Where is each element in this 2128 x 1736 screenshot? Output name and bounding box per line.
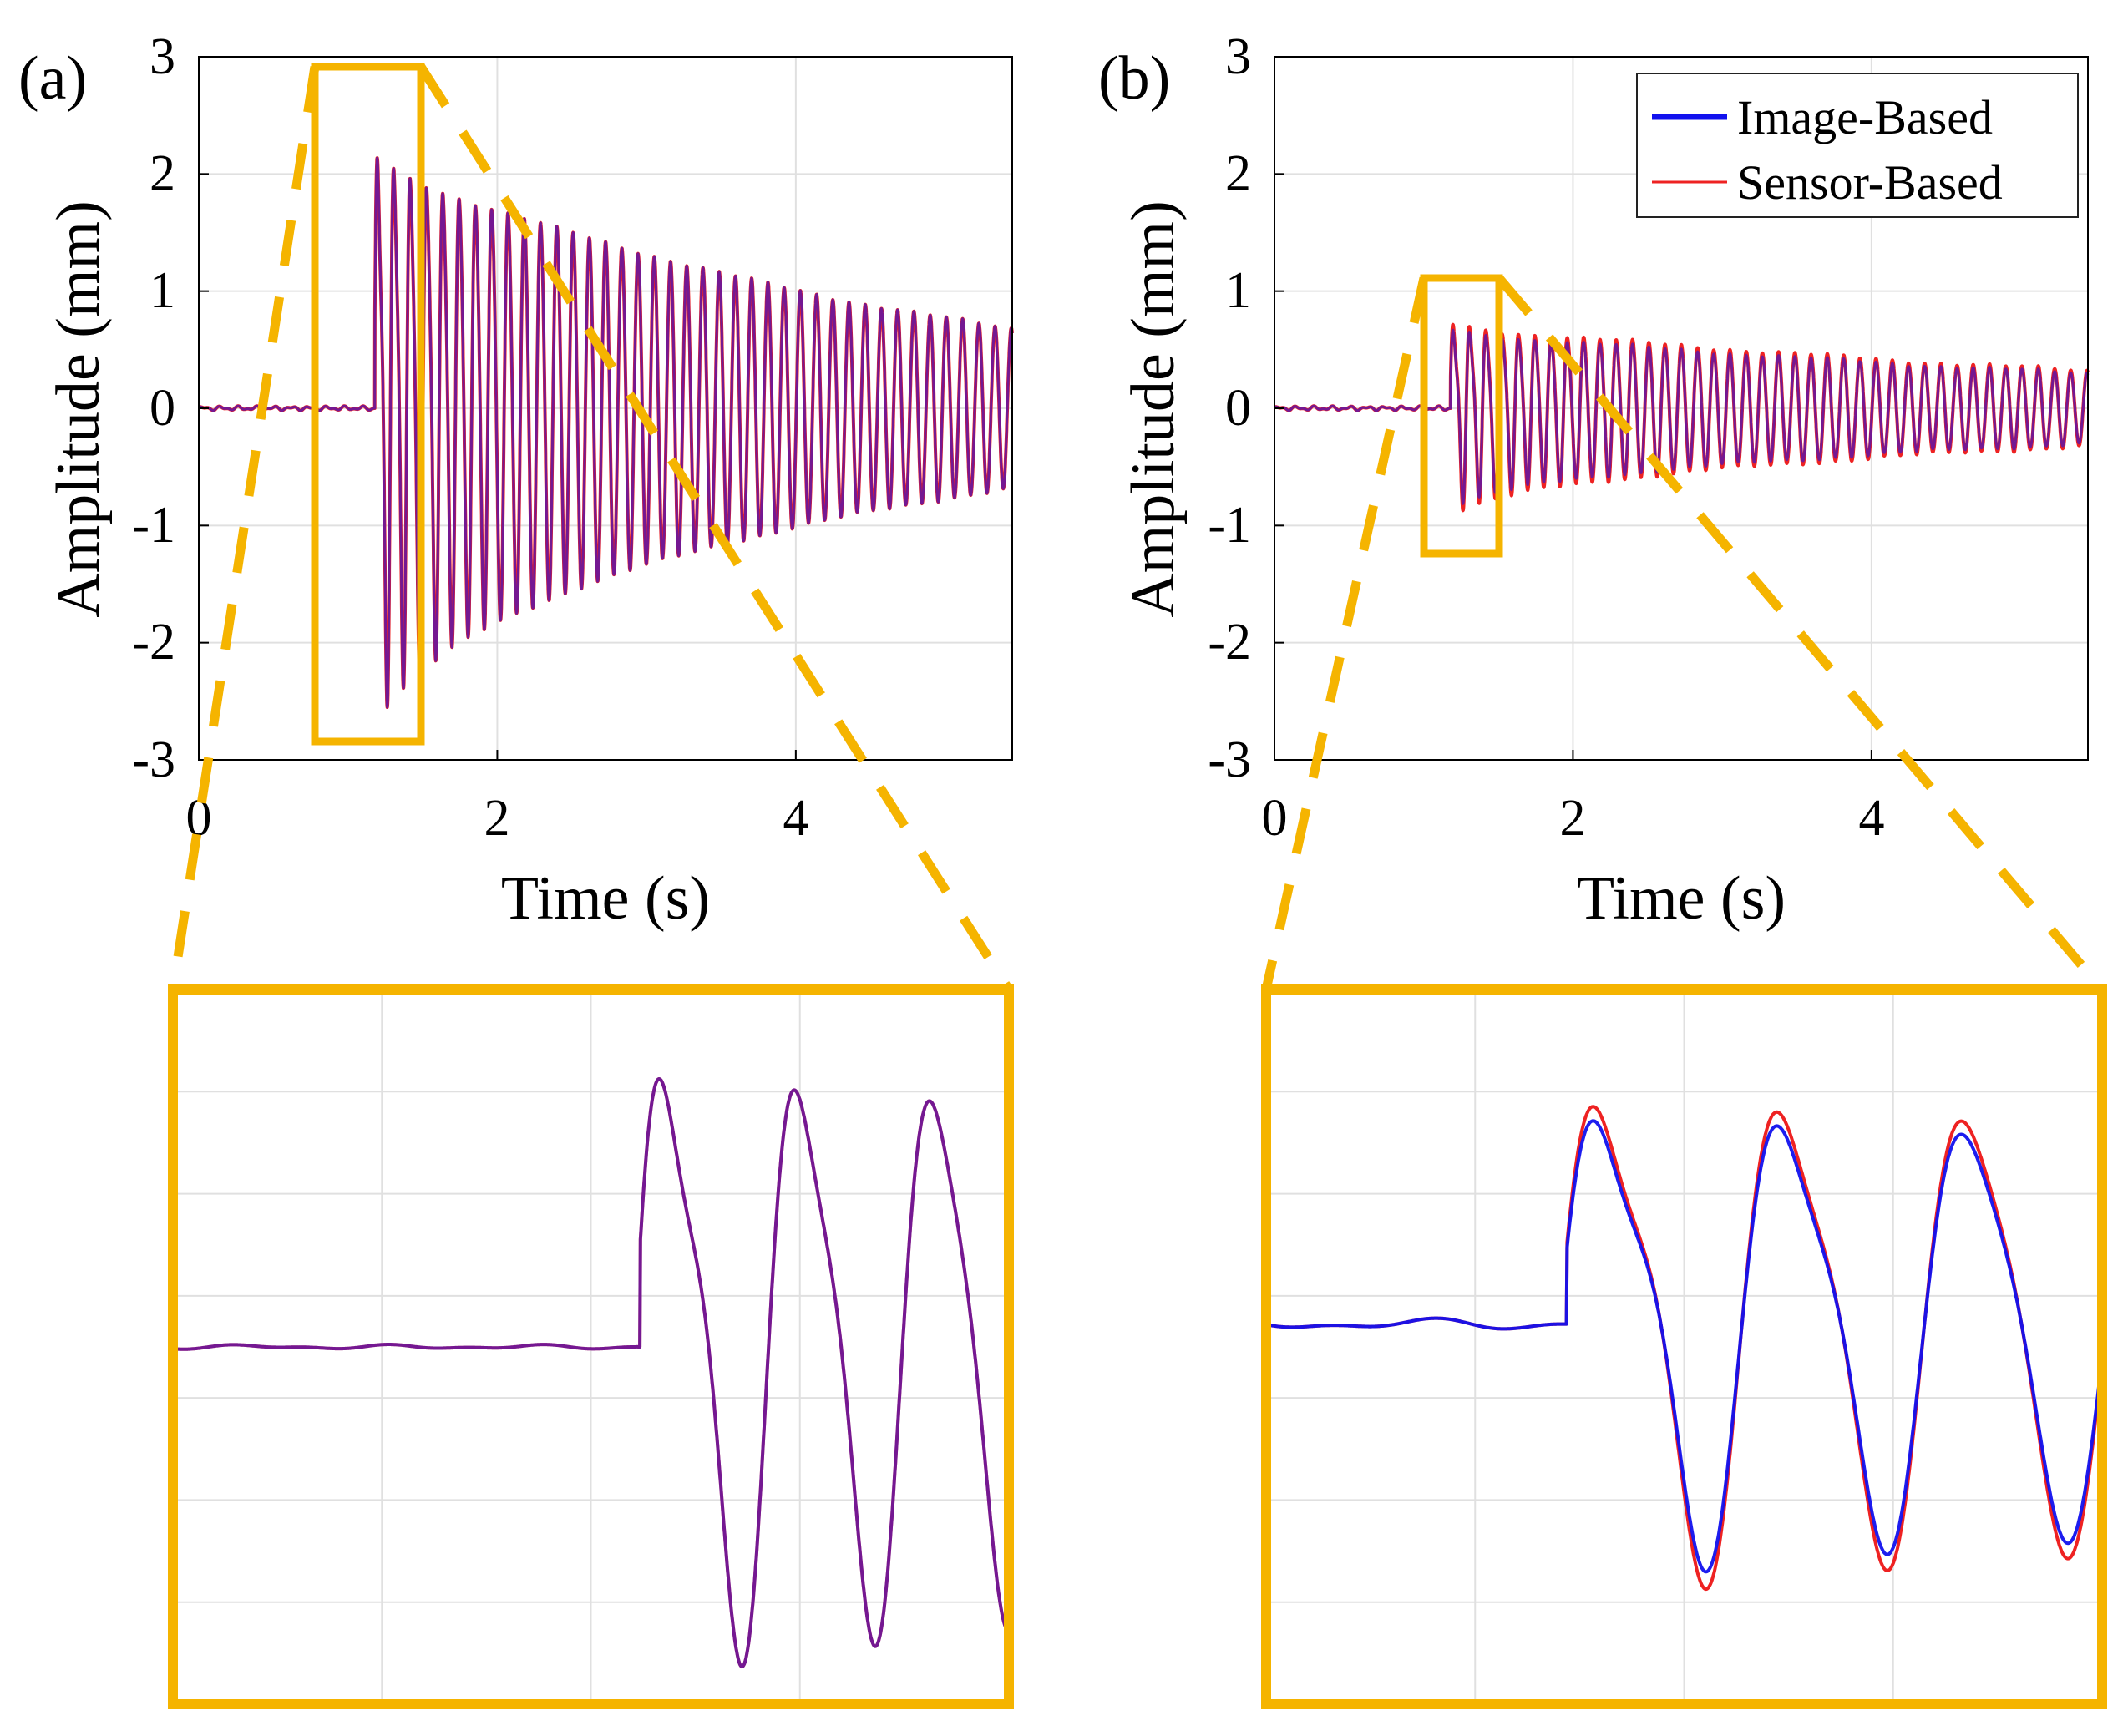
panel-b-ytick-label: 2 bbox=[1225, 145, 1251, 202]
panel-a-xtick-label: 2 bbox=[484, 790, 510, 847]
series-line-image-based bbox=[197, 156, 1014, 709]
panel-b-inset-frame bbox=[1261, 984, 2107, 1709]
panel-b-ytick-label: 3 bbox=[1225, 28, 1251, 85]
panel-a-ytick-labels: 3 2 1 0 -1 -2 -3 bbox=[132, 28, 175, 788]
panel-a-zoom-connector-right bbox=[417, 64, 1013, 992]
series-line-image-based bbox=[1273, 328, 2090, 505]
panel-b-ticks bbox=[1274, 56, 1872, 761]
panel-b-zoom-connector-right bbox=[1495, 275, 2106, 993]
series-line-sensor-based bbox=[197, 156, 1014, 709]
panel-b-inset-series bbox=[1264, 1105, 2104, 1592]
legend-box bbox=[1636, 73, 2079, 218]
panel-b-zoom-window bbox=[1420, 274, 1503, 558]
panel-b-xtick-label: 4 bbox=[1859, 790, 1885, 847]
panel-b: (b) 3 2 1 0 -1 -2 -3 0 2 4 Time (s) Ampl… bbox=[1098, 28, 2107, 1709]
panel-a-inset-series bbox=[171, 1077, 1011, 1669]
panel-b-inset-grid bbox=[1266, 989, 2102, 1704]
panel-a-ytick-label: 3 bbox=[149, 28, 175, 85]
panel-b-ylabel: Amplitude (mm) bbox=[1119, 200, 1188, 617]
panel-b-ytick-label: -1 bbox=[1208, 497, 1251, 554]
panel-b-ytick-labels: 3 2 1 0 -1 -2 -3 bbox=[1208, 28, 1251, 788]
panel-a-zoom-window bbox=[311, 63, 425, 746]
panel-b-xtick-label: 0 bbox=[1262, 790, 1288, 847]
panel-b-ytick-label: 0 bbox=[1225, 380, 1251, 437]
panel-a-label: (a) bbox=[18, 44, 87, 113]
panel-a-xtick-label: 4 bbox=[783, 790, 809, 847]
panel-b-ytick-label: 1 bbox=[1225, 262, 1251, 319]
panel-b-zoom-connector-left bbox=[1261, 276, 1429, 991]
panel-b-xtick-labels: 0 2 4 bbox=[1262, 790, 1885, 847]
panel-a-ytick-label: -2 bbox=[132, 614, 175, 671]
panel-a-ytick-label: 0 bbox=[149, 380, 175, 437]
panel-b-xlabel: Time (s) bbox=[1577, 864, 1786, 933]
inset-line-image-based bbox=[171, 1077, 1011, 1669]
panel-a-series bbox=[197, 156, 1014, 709]
legend-label-image-based: Image-Based bbox=[1737, 90, 1993, 144]
panel-b-series bbox=[1273, 322, 2090, 513]
panel-a-ylabel: Amplitude (mm) bbox=[44, 200, 113, 617]
panel-b-ytick-label: -2 bbox=[1208, 614, 1251, 671]
panel-b-xtick-label: 2 bbox=[1560, 790, 1586, 847]
panel-a-ytick-label: 2 bbox=[149, 145, 175, 202]
panel-a-ytick-label: -1 bbox=[132, 497, 175, 554]
panel-a-xlabel: Time (s) bbox=[501, 864, 710, 933]
legend-label-sensor-based: Sensor-Based bbox=[1737, 155, 2003, 210]
panel-b-ytick-label: -3 bbox=[1208, 731, 1251, 788]
panel-a-ticks bbox=[198, 56, 797, 761]
panel-a-ytick-label: -3 bbox=[132, 731, 175, 788]
inset-line-image-based bbox=[1264, 1119, 2104, 1574]
panel-a-inset-grid bbox=[173, 989, 1009, 1704]
panel-b-label: (b) bbox=[1098, 44, 1170, 113]
panel-a: (a) 3 2 1 0 -1 -2 -3 0 2 4 Time (s) Ampl… bbox=[18, 28, 1014, 1709]
panel-a-zoom-connector-left bbox=[168, 66, 320, 990]
panel-b-legend: Image-Based Sensor-Based bbox=[1636, 73, 2079, 218]
panel-a-inset-frame bbox=[168, 984, 1014, 1709]
panel-a-xtick-labels: 0 2 4 bbox=[186, 790, 809, 847]
panel-a-ytick-label: 1 bbox=[149, 262, 175, 319]
